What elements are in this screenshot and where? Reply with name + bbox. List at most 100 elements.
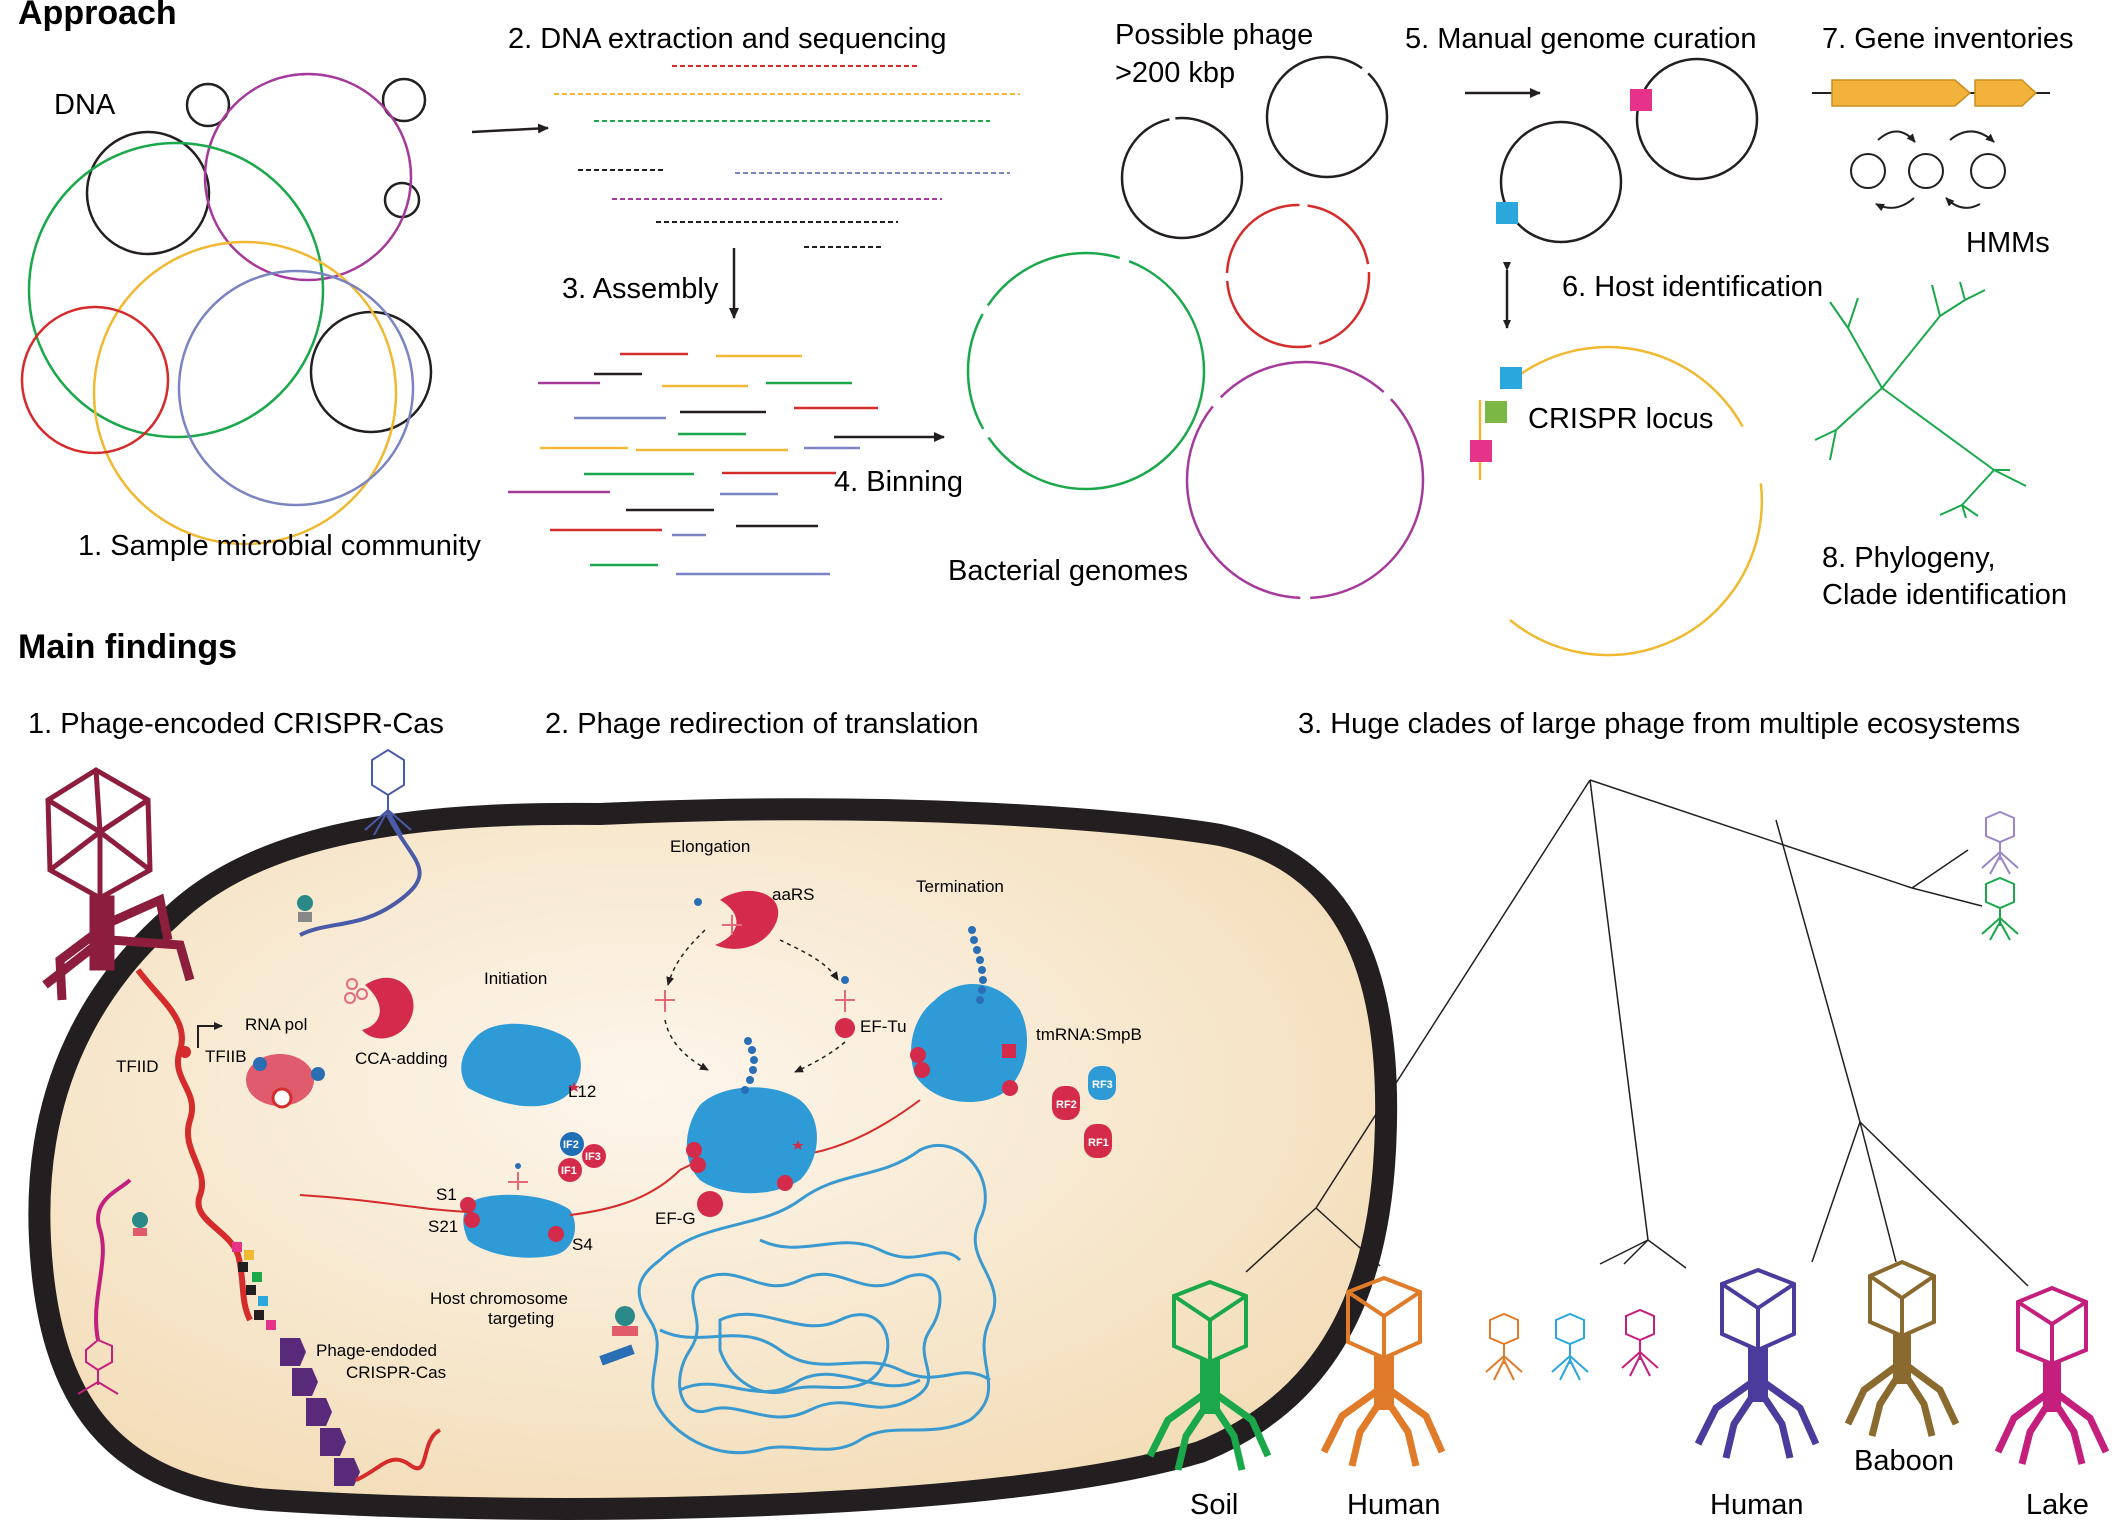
finding-2-label: 2. Phage redirection of translation: [545, 708, 979, 740]
trna-cca: [344, 978, 368, 1004]
to-ribosome-arrow-1: [664, 1019, 709, 1071]
ribosome-termination: [911, 983, 1028, 1103]
efg-label: EF-G: [655, 1209, 696, 1228]
host-chrom-label-2: targeting: [488, 1309, 554, 1328]
tmrna-label: tmRNA:SmpB: [1036, 1025, 1142, 1044]
s21-protein: [464, 1212, 480, 1228]
elong-protein-1: [686, 1142, 702, 1158]
crispr-locus-label: CRISPR locus: [1528, 403, 1713, 435]
if3-factor: [582, 1144, 606, 1168]
rf1-label: RF1: [1088, 1137, 1109, 1149]
phage-dna-bottom: [94, 1178, 132, 1341]
cca-label: CCA-adding: [355, 1049, 448, 1068]
s4-protein: [548, 1226, 564, 1242]
bacterial-genomes-label: Bacterial genomes: [948, 555, 1188, 587]
ribosome-initiation-complex: [463, 1194, 575, 1258]
gene-arrows: [1812, 79, 2050, 107]
ef-g-factor: [697, 1191, 723, 1217]
elong-protein-3: [777, 1175, 793, 1191]
if3-label: IF3: [585, 1151, 601, 1163]
clade-tree: [1245, 779, 2029, 1287]
if2-label: IF2: [563, 1139, 579, 1151]
phage-human-2: [1694, 1267, 1820, 1459]
cas-complex-chrom: [599, 1306, 638, 1366]
arrow-1-2: [471, 123, 549, 134]
term-protein-1: [910, 1047, 926, 1063]
human-label-2: Human: [1710, 1489, 1804, 1521]
lake-label: Lake: [2026, 1489, 2089, 1521]
human-label-1: Human: [1347, 1489, 1441, 1521]
s1-protein: [460, 1197, 476, 1213]
small-protein-bottom: [132, 1212, 148, 1236]
initiation-label: Initiation: [484, 969, 547, 988]
sequencing-reads: [554, 65, 1020, 248]
rf3-label: RF3: [1092, 1079, 1113, 1091]
eftu-label: EF-Tu: [860, 1017, 907, 1036]
dna-label: DNA: [54, 89, 116, 121]
term-protein-3: [1002, 1080, 1018, 1096]
tmrna-marker: [1002, 1044, 1016, 1058]
amino-acid-2: [841, 976, 849, 984]
phage-soil: [1146, 1279, 1272, 1471]
phylogeny-tree: [1814, 281, 2027, 519]
rna-pol-label: RNA pol: [245, 1015, 307, 1034]
ribosome-small-initiation: [461, 1023, 581, 1107]
crispr-cas-label-1: Phage-endoded: [316, 1341, 437, 1360]
phage-lake: [1994, 1285, 2110, 1465]
release-factors: [1052, 1066, 1116, 1158]
phage-label-2: >200 kbp: [1115, 57, 1235, 89]
trna-charge-arrow: [779, 939, 839, 981]
small-protein-top: [297, 895, 313, 922]
binned-genomes: [966, 55, 1425, 600]
step5-label: 5. Manual genome curation: [1405, 23, 1756, 55]
trna-release-arrow: [666, 929, 706, 986]
cas-genes: [280, 1338, 360, 1486]
assembled-contigs: [508, 352, 878, 576]
termination-label: Termination: [916, 877, 1004, 896]
step3-label: 3. Assembly: [562, 273, 719, 305]
step6-label: 6. Host identification: [1562, 271, 1823, 303]
curated-genomes: [1496, 57, 1759, 244]
injected-dna: [135, 968, 253, 1322]
term-protein-2: [914, 1062, 930, 1078]
findings-title: Main findings: [18, 628, 237, 666]
soil-label: Soil: [1190, 1489, 1238, 1521]
tfiid-label: TFIID: [116, 1057, 159, 1076]
phage-label-1: Possible phage: [1115, 19, 1313, 51]
step8-label-2: Clade identification: [1822, 579, 2067, 611]
baboon-label: Baboon: [1854, 1445, 1954, 1477]
transcription-arrow: [197, 1022, 223, 1048]
s4-label: S4: [572, 1235, 593, 1254]
phage-dna-top: [299, 814, 422, 937]
phage-baboon: [1844, 1259, 1960, 1437]
trna-elongation: [655, 915, 855, 1012]
step4-label: 4. Binning: [834, 466, 963, 498]
crispr-array: [232, 1242, 276, 1330]
if1-factor: [558, 1158, 582, 1182]
infecting-phage: [42, 767, 195, 1001]
phage-small-orange: [1485, 1312, 1523, 1381]
hmms-label: HMMs: [1966, 227, 2050, 259]
rna-pol-core: [271, 1087, 293, 1109]
step7-label: 7. Gene inventories: [1822, 23, 2073, 55]
crispr-dna-end: [355, 1428, 442, 1482]
small-phage-top: [364, 748, 412, 836]
phage-small-magenta: [1621, 1308, 1659, 1377]
tf-marker: [179, 1046, 191, 1058]
s21-label: S21: [428, 1217, 458, 1236]
aars-enzyme: [715, 890, 779, 949]
host-chrom-label-1: Host chromosome: [430, 1289, 568, 1308]
step2-label: 2. DNA extraction and sequencing: [508, 23, 947, 55]
rna-pol-subunit-1: [253, 1057, 267, 1071]
elong-star: [792, 1140, 804, 1150]
aars-label: aaRS: [772, 885, 815, 904]
if2-factor: [560, 1132, 584, 1156]
phage-small-lavender: [1981, 810, 2019, 875]
tfiib-label: TFIIB: [205, 1047, 247, 1066]
rna-pol-subunit-2: [311, 1067, 325, 1081]
approach-title: Approach: [18, 0, 177, 32]
step1-label: 1. Sample microbial community: [78, 530, 481, 562]
l12-label: L12: [568, 1082, 596, 1101]
nascent-peptide-elongation: [741, 1037, 758, 1094]
